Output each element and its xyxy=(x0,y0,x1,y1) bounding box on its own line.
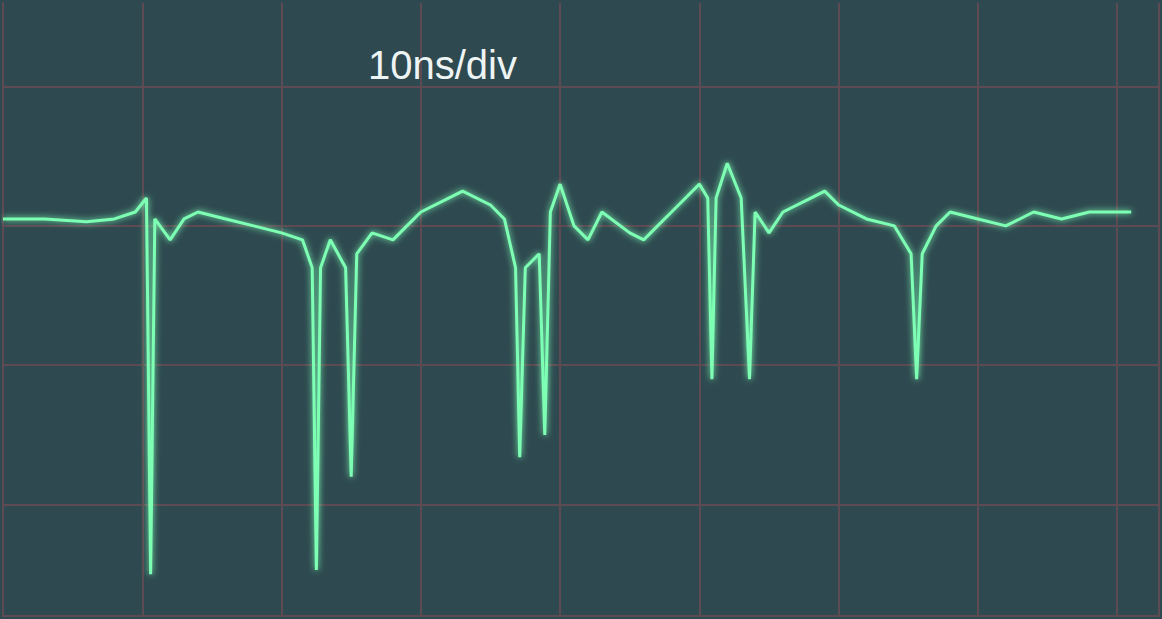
svg-text:10ns/div: 10ns/div xyxy=(368,43,517,87)
